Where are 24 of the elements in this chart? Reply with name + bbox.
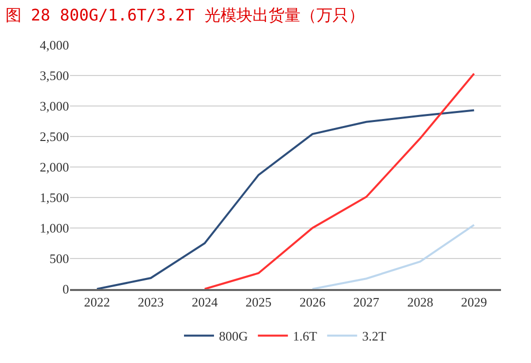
legend-label: 800G [219,328,248,344]
line-series [96,109,476,289]
line-series [204,72,476,289]
x-tick-label: 2028 [407,294,434,310]
x-tick-label: 2029 [461,294,488,310]
x-tick-label: 2026 [299,294,326,310]
x-tick-label: 2024 [192,294,218,310]
y-tick-label: 1,000 [40,220,69,236]
x-tick-label: 2025 [246,294,272,310]
legend-label: 3.2T [362,328,386,344]
x-tick-label: 2022 [84,294,110,310]
y-tick-label: 500 [50,251,69,266]
legend-label: 1.6T [292,328,318,344]
y-tick-label: 3,000 [40,98,69,114]
line-series [311,224,476,289]
y-tick-label: 2,000 [40,160,69,175]
y-tick-label: 0 [62,282,69,297]
x-tick-label: 2023 [138,294,164,310]
x-tick-label: 2027 [353,294,380,310]
y-tick-label: 2,500 [40,129,69,144]
y-tick-label: 4,000 [40,38,69,53]
chart-title: 图 28 800G/1.6T/3.2T 光模块出货量（万只） [5,5,364,24]
y-tick-label: 1,500 [40,190,69,206]
y-tick-label: 3,500 [40,68,69,84]
